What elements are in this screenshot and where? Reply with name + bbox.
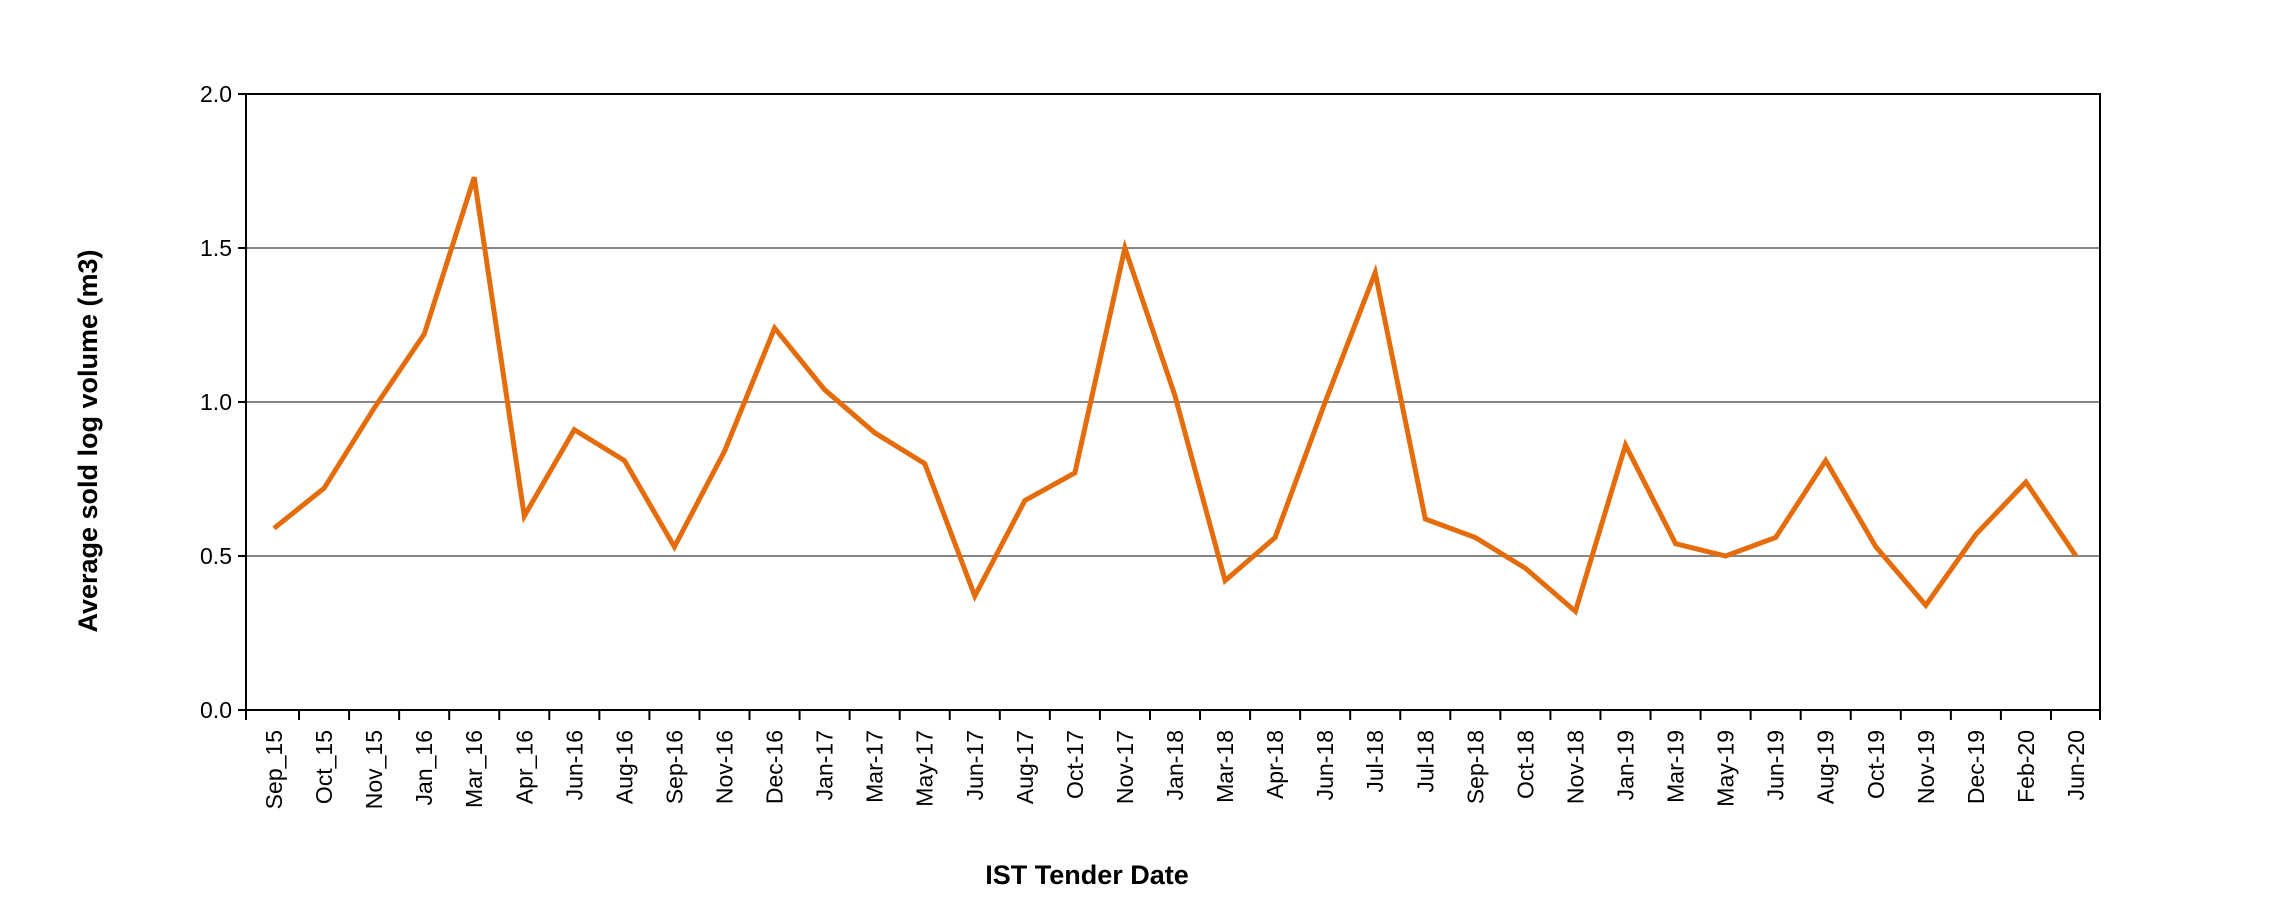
x-tick-label: Jun-19 (1763, 730, 1789, 800)
x-tick-label: Apr-18 (1262, 730, 1288, 799)
y-tick-label: 0.0 (200, 697, 232, 723)
x-tick-label: Sep-18 (1462, 730, 1488, 804)
x-tick-label: Jun-17 (962, 730, 988, 800)
x-tick-label: Mar-17 (862, 730, 888, 803)
x-tick-label: Jan-17 (812, 730, 838, 800)
x-tick-label: Jul-18 (1362, 730, 1388, 793)
x-axis-tick-labels: Sep_15 Oct_15 Nov_15 Jan_16 Mar_16 Apr_16 Jun-… (261, 730, 2089, 809)
x-tick-label: Jun-16 (561, 730, 587, 800)
x-tick-label: May-17 (912, 730, 938, 807)
x-tick-label: Nov-18 (1562, 730, 1588, 804)
x-tick-label: Apr_16 (511, 730, 537, 804)
x-tick-label: Aug-16 (611, 730, 637, 804)
y-tick-label: 1.0 (200, 389, 232, 415)
plot-area-frame (245, 93, 2101, 711)
x-tick-label: Mar-19 (1663, 730, 1689, 803)
y-axis-title: Average sold log volume (m3) (73, 249, 103, 632)
gridlines (238, 93, 2100, 711)
x-tick-label: Nov-17 (1112, 730, 1138, 804)
x-tick-label: Dec-16 (762, 730, 788, 804)
x-tick-label: Aug-19 (1813, 730, 1839, 804)
x-tick-label: Oct_15 (311, 730, 337, 804)
series-line-0 (272, 176, 2079, 616)
x-axis-ticks (245, 710, 2101, 720)
x-tick-label: Sep-16 (661, 730, 687, 804)
y-tick-label: 2.0 (200, 81, 232, 107)
x-tick-label: Dec-19 (1963, 730, 1989, 804)
x-tick-label: Jan-18 (1162, 730, 1188, 800)
x-tick-label: Oct-17 (1062, 730, 1088, 799)
y-tick-label: 1.5 (200, 235, 232, 261)
x-tick-label: Nov_15 (361, 730, 387, 809)
x-tick-label: Jun-18 (1312, 730, 1338, 800)
x-tick-label: Nov-16 (712, 730, 738, 804)
x-tick-label: Feb-20 (2013, 730, 2039, 803)
x-tick-label: May-19 (1713, 730, 1739, 807)
x-tick-label: Jan_16 (411, 730, 437, 805)
x-tick-label: Jul-18 (1412, 730, 1438, 793)
y-axis-tick-labels: 0.0 0.5 1.0 1.5 2.0 (200, 81, 232, 723)
y-tick-label: 0.5 (200, 543, 232, 569)
x-tick-label: Jun-20 (2063, 730, 2089, 800)
series-layer (272, 176, 2079, 616)
x-axis-title: IST Tender Date (985, 860, 1189, 890)
x-tick-label: Mar_16 (461, 730, 487, 808)
x-tick-label: Oct-18 (1512, 730, 1538, 799)
x-tick-label: Nov-19 (1913, 730, 1939, 804)
x-tick-label: Mar-18 (1212, 730, 1238, 803)
x-tick-label: Oct-19 (1863, 730, 1889, 799)
x-tick-label: Jan-19 (1613, 730, 1639, 800)
x-tick-label: Aug-17 (1012, 730, 1038, 804)
x-tick-label: Sep_15 (261, 730, 287, 809)
